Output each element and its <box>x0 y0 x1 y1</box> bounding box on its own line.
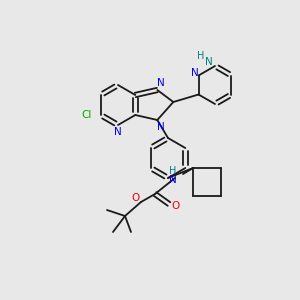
Text: O: O <box>131 193 139 203</box>
Text: N: N <box>191 68 198 79</box>
Text: N: N <box>158 78 165 88</box>
Text: N: N <box>158 122 165 132</box>
Text: H: H <box>169 166 177 176</box>
Text: N: N <box>114 127 122 137</box>
Text: N: N <box>169 175 177 185</box>
Text: N: N <box>205 57 213 67</box>
Text: H: H <box>197 51 205 61</box>
Text: Cl: Cl <box>82 110 92 120</box>
Text: O: O <box>172 201 180 211</box>
